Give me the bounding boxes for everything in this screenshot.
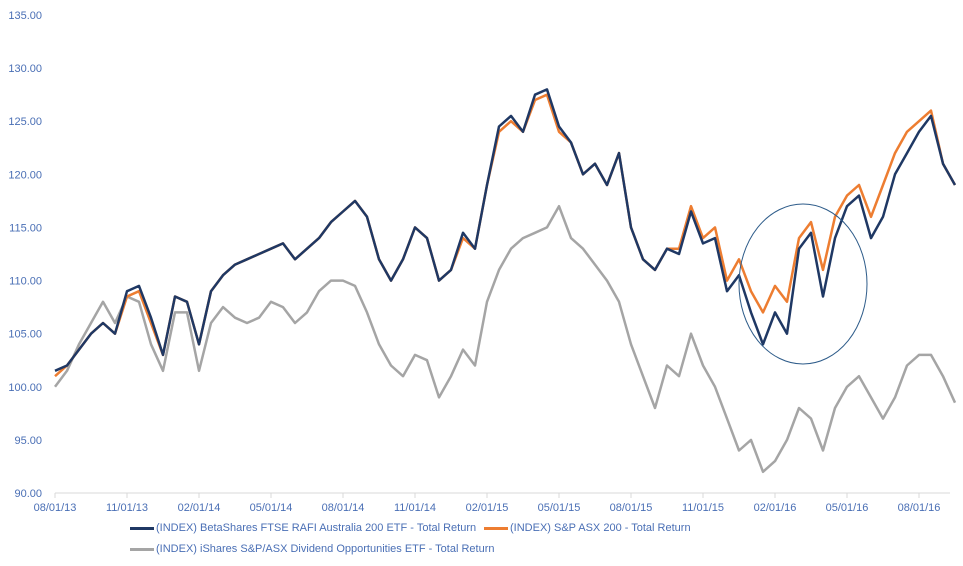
legend-label: (INDEX) BetaShares FTSE RAFI Australia 2… bbox=[156, 522, 477, 534]
y-tick-label: 100.00 bbox=[8, 382, 42, 394]
x-tick-label: 02/01/14 bbox=[178, 502, 221, 514]
x-tick-label: 11/01/15 bbox=[682, 502, 724, 514]
y-tick-label: 125.00 bbox=[8, 116, 42, 128]
series-line-0 bbox=[54, 88, 957, 372]
x-tick-label: 08/01/14 bbox=[322, 502, 365, 514]
legend-swatch bbox=[130, 526, 154, 530]
legend-item-asx200: (INDEX) S&P ASX 200 - Total Return bbox=[484, 522, 691, 534]
y-tick-label: 105.00 bbox=[8, 329, 42, 341]
legend-swatch bbox=[130, 547, 154, 551]
legend-label: (INDEX) S&P ASX 200 - Total Return bbox=[510, 522, 691, 534]
y-tick-label: 130.00 bbox=[8, 63, 42, 75]
x-tick-label: 02/01/15 bbox=[466, 502, 509, 514]
line-chart: 90.00 95.00 100.00 105.00 110.00 115.00 120.00… bbox=[8, 10, 957, 514]
y-axis: 90.00 95.00 100.00 105.00 110.00 115.00 120.00… bbox=[8, 10, 42, 500]
y-tick-label: 120.00 bbox=[8, 169, 42, 181]
legend-item-betashares: (INDEX) BetaShares FTSE RAFI Australia 2… bbox=[130, 522, 476, 534]
highlight-ellipse bbox=[738, 203, 868, 365]
series-line-1 bbox=[54, 93, 957, 378]
x-tick-label: 08/01/15 bbox=[610, 502, 653, 514]
series-lines bbox=[54, 88, 957, 474]
y-tick-label: 115.00 bbox=[9, 222, 42, 234]
legend-swatch bbox=[484, 526, 508, 530]
x-tick-label: 05/01/14 bbox=[250, 502, 293, 514]
y-tick-label: 135.00 bbox=[8, 10, 42, 22]
x-tick-label: 02/01/16 bbox=[754, 502, 797, 514]
series-line-2 bbox=[54, 204, 957, 474]
x-tick-label: 05/01/16 bbox=[826, 502, 869, 514]
y-tick-label: 95.00 bbox=[14, 435, 42, 447]
x-axis: 08/01/13 11/01/13 02/01/14 05/01/14 08/01/14… bbox=[34, 492, 950, 514]
x-tick-label: 11/01/13 bbox=[106, 502, 148, 514]
legend-label: (INDEX) iShares S&P/ASX Dividend Opportu… bbox=[156, 543, 495, 555]
x-tick-label: 11/01/14 bbox=[394, 502, 436, 514]
x-tick-label: 08/01/16 bbox=[898, 502, 941, 514]
y-tick-label: 110.00 bbox=[9, 276, 42, 288]
x-tick-label: 08/01/13 bbox=[34, 502, 77, 514]
x-tick-label: 05/01/15 bbox=[538, 502, 581, 514]
legend-item-ishares: (INDEX) iShares S&P/ASX Dividend Opportu… bbox=[130, 543, 495, 555]
y-tick-label: 90.00 bbox=[14, 488, 42, 500]
